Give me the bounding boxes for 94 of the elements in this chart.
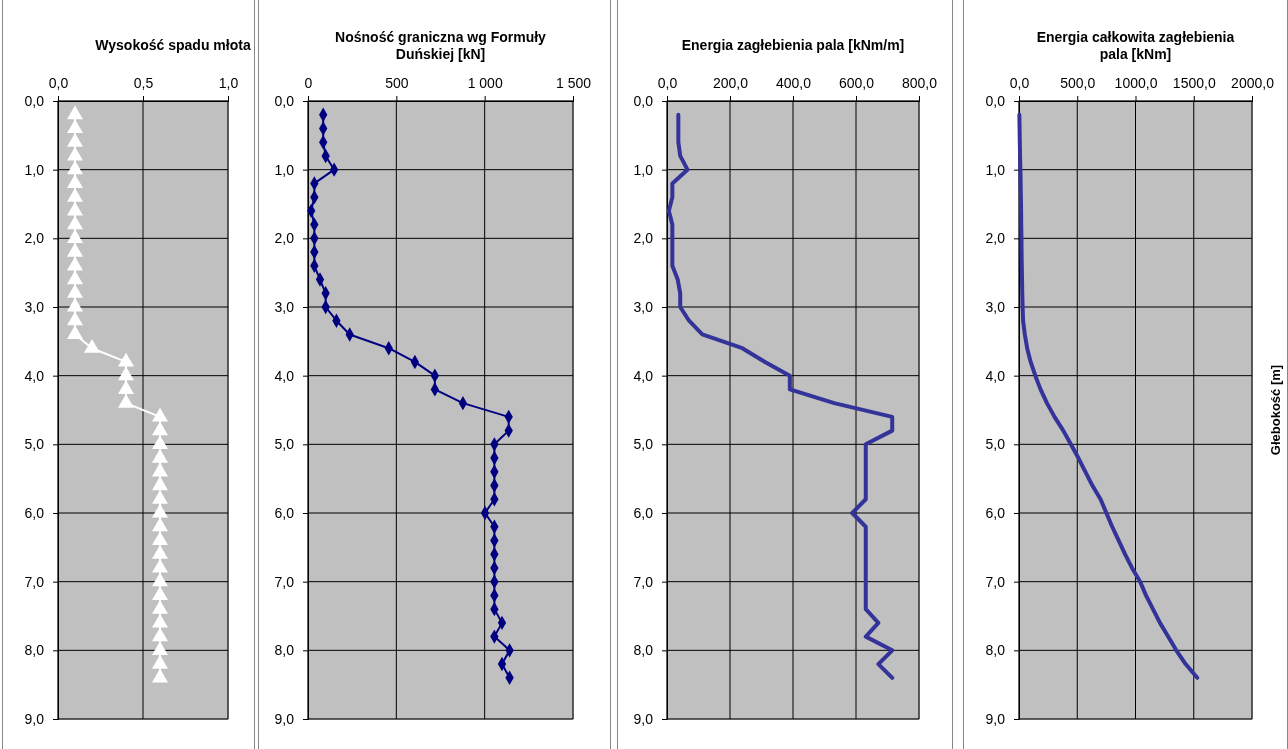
x-tick-label: 2000,0 xyxy=(1231,75,1275,91)
chart-title: Energia zagłebienia pala [kNm/m] xyxy=(681,37,905,53)
y-tick-label: 3,0 xyxy=(24,298,45,315)
y-tick-label: 0,0 xyxy=(24,92,45,109)
y-tick-label: 3,0 xyxy=(633,298,654,315)
point xyxy=(67,229,83,243)
point xyxy=(152,668,168,683)
y-tick-label: 2,0 xyxy=(633,230,654,247)
line-series xyxy=(1017,112,1200,680)
x-tick-label: 1000,0 xyxy=(1114,75,1158,91)
point xyxy=(67,284,83,298)
x-tick-label: 200,0 xyxy=(712,75,749,91)
y-tick-label: 6,0 xyxy=(24,504,45,521)
x-tick-label: 0,0 xyxy=(1009,75,1030,91)
point xyxy=(152,545,168,559)
x-tick-label: 800,0 xyxy=(901,75,938,91)
y-tick-label: 2,0 xyxy=(24,230,45,247)
y-tick-label: 4,0 xyxy=(985,367,1006,384)
point xyxy=(152,421,168,436)
point xyxy=(84,339,100,353)
x-tick-label: 500,0 xyxy=(1060,75,1096,91)
y-tick-label: 4,0 xyxy=(633,367,654,384)
point xyxy=(152,435,168,449)
y-tick-label: 9,0 xyxy=(274,710,295,727)
y-tick-label: 0,0 xyxy=(633,92,654,109)
point xyxy=(67,215,83,230)
y-tick-label: 5,0 xyxy=(633,436,654,453)
line-series xyxy=(666,112,895,680)
y-tick-label: 9,0 xyxy=(985,710,1006,727)
x-tick-label: 1500,0 xyxy=(1172,75,1216,91)
y-tick-label: 4,0 xyxy=(274,367,295,384)
chart-title: Wysokość spadu młota xyxy=(95,37,251,53)
y-tick-label: 9,0 xyxy=(633,710,654,727)
point xyxy=(152,462,168,477)
x-tick-label: 0,0 xyxy=(48,75,69,91)
point xyxy=(152,517,168,532)
y-tick-label: 2,0 xyxy=(985,230,1006,247)
x-tick-label: 500 xyxy=(385,75,409,91)
point xyxy=(152,586,168,600)
y-tick-label: 8,0 xyxy=(985,642,1006,659)
y-tick-label: 6,0 xyxy=(274,504,295,521)
y-tick-label: 4,0 xyxy=(24,367,45,384)
x-tick-label: 0,0 xyxy=(657,75,678,91)
y-tick-label: 2,0 xyxy=(274,230,295,247)
point xyxy=(67,174,83,188)
point xyxy=(152,641,168,655)
point xyxy=(152,490,168,504)
y-tick-label: 0,0 xyxy=(274,92,295,109)
x-tick-label: 1 000 xyxy=(467,75,503,91)
y-tick-label: 5,0 xyxy=(274,436,295,453)
y-tick-label: 3,0 xyxy=(985,298,1006,315)
y-tick-label: 8,0 xyxy=(633,642,654,659)
y-tick-label: 7,0 xyxy=(633,573,654,590)
y-tick-label: 9,0 xyxy=(24,710,45,727)
point xyxy=(152,572,168,587)
point xyxy=(152,627,168,642)
point xyxy=(67,270,83,285)
point xyxy=(118,352,134,367)
y-tick-label: 5,0 xyxy=(985,436,1006,453)
point xyxy=(118,366,134,381)
y-tick-label: 8,0 xyxy=(24,642,45,659)
point xyxy=(67,256,83,271)
y-tick-label: 7,0 xyxy=(274,573,295,590)
x-tick-label: 0,5 xyxy=(133,75,154,91)
y-tick-label: 5,0 xyxy=(24,436,45,453)
point xyxy=(67,160,83,175)
point xyxy=(152,407,168,422)
point xyxy=(67,325,83,340)
chart-title: Nośność graniczna wg Formuły Duńskiej [kN] xyxy=(335,29,547,62)
point xyxy=(67,119,83,134)
x-tick-label: 400,0 xyxy=(775,75,812,91)
x-tick-label: 1 500 xyxy=(555,75,592,91)
y-tick-label: 8,0 xyxy=(274,642,295,659)
point xyxy=(152,476,168,491)
y-tick-label: 1,0 xyxy=(24,161,45,178)
y-tick-label: 6,0 xyxy=(633,504,654,521)
y-tick-label: 7,0 xyxy=(985,573,1006,590)
point xyxy=(67,105,83,120)
y-tick-label: 0,0 xyxy=(985,92,1006,109)
y-tick-label: 6,0 xyxy=(985,504,1006,521)
point xyxy=(118,380,134,394)
y-tick-label: 1,0 xyxy=(985,161,1006,178)
y-tick-label: 1,0 xyxy=(633,161,654,178)
chart-title: Energia całkowita zagłebienia pala [kNm] xyxy=(1036,29,1235,62)
y-tick-label: 3,0 xyxy=(274,298,295,315)
point xyxy=(67,133,83,147)
point xyxy=(152,531,168,546)
y-tick-label: 7,0 xyxy=(24,573,45,590)
x-tick-label: 0 xyxy=(304,75,313,91)
x-tick-label: 600,0 xyxy=(838,75,875,91)
x-tick-label: 1,0 xyxy=(218,75,239,91)
point xyxy=(67,311,83,326)
y-axis-title: Głebokość [m] xyxy=(1268,364,1283,456)
y-tick-label: 1,0 xyxy=(274,161,295,178)
